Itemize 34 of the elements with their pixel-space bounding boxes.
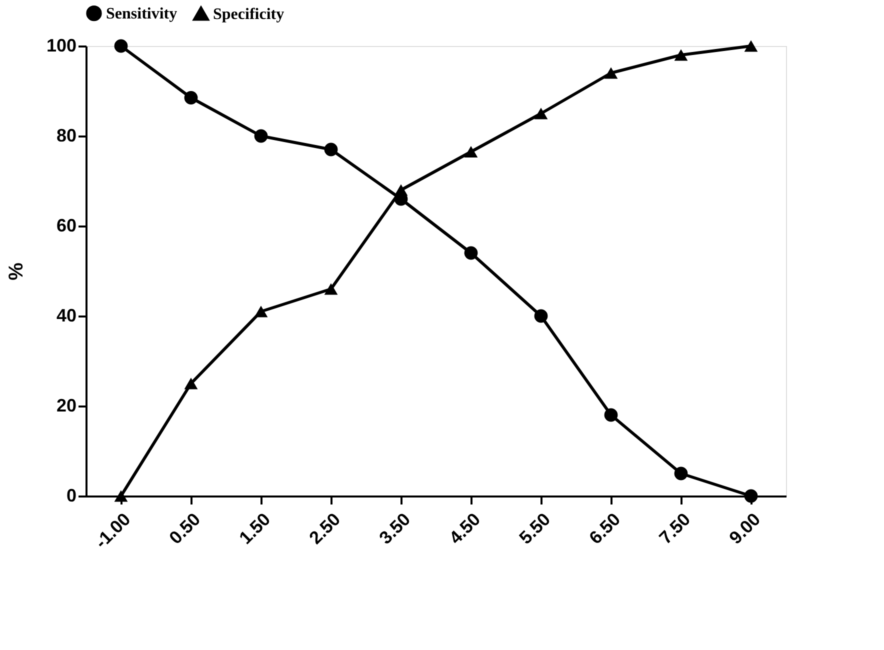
x-tick-label: 9.00	[725, 509, 764, 548]
point	[744, 40, 758, 52]
point	[674, 466, 688, 480]
point	[254, 129, 268, 143]
x-tick-label: 5.50	[515, 509, 554, 548]
y-tick-label: 60	[56, 216, 76, 236]
point	[324, 283, 338, 295]
point	[464, 246, 478, 260]
point	[464, 146, 478, 158]
point	[604, 67, 618, 79]
point	[324, 142, 338, 156]
y-tick-label: 100	[46, 36, 76, 56]
point	[394, 184, 408, 196]
point	[254, 306, 268, 318]
y-tick-label: 0	[66, 486, 76, 506]
x-tick-label: 6.50	[585, 509, 624, 548]
legend-label: Sensitivity	[106, 5, 178, 22]
point	[534, 108, 548, 120]
y-tick-label: 20	[56, 396, 76, 416]
x-tick-label: 4.50	[445, 509, 484, 548]
point	[534, 309, 548, 323]
y-tick-label: 40	[56, 306, 76, 326]
point	[184, 378, 198, 390]
x-tick-label: 3.50	[375, 509, 414, 548]
y-tick-label: 80	[56, 126, 76, 146]
x-tick-label: 0.50	[165, 509, 204, 548]
legend-label: Specificity	[213, 6, 284, 23]
point	[114, 490, 128, 502]
point	[674, 49, 688, 61]
x-tick-label: 7.50	[655, 509, 694, 548]
point	[184, 91, 198, 104]
y-axis-title: %	[5, 262, 28, 280]
point	[604, 408, 618, 422]
point	[114, 39, 128, 53]
